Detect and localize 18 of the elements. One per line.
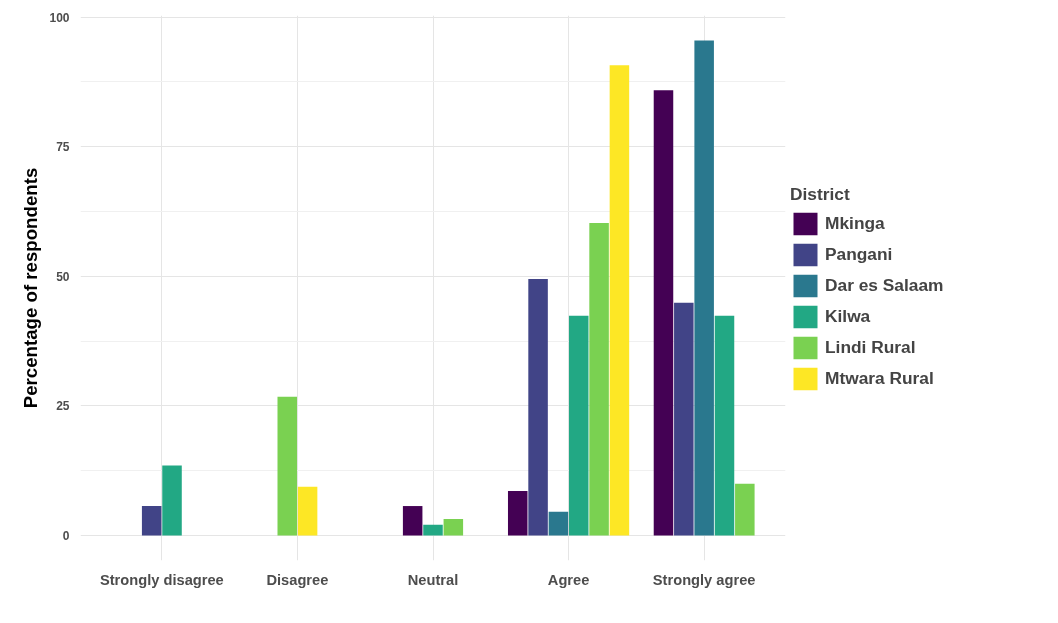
legend-label: Lindi Rural: [825, 335, 916, 359]
x-tick-label: Agree: [547, 571, 590, 588]
y-tick-label: 0: [62, 529, 70, 544]
legend-label: Mtwara Rural: [825, 366, 934, 390]
y-tick-label: 100: [49, 10, 70, 25]
x-tick-label: Strongly disagree: [99, 571, 224, 588]
y-axis-title: Percentage of respondents: [20, 167, 42, 409]
x-tick-label: Strongly agree: [652, 571, 756, 588]
y-tick-label: 50: [56, 269, 70, 284]
legend-label: Dar es Salaam: [825, 273, 944, 297]
legend-label: Kilwa: [825, 304, 871, 328]
legend-title: District: [790, 183, 851, 204]
legend-label: Mkinga: [825, 211, 885, 235]
legend-label: Pangani: [825, 242, 893, 266]
y-tick-label: 75: [56, 140, 70, 155]
x-tick-label: Neutral: [407, 571, 459, 588]
y-tick-label: 25: [56, 399, 70, 414]
x-tick-label: Disagree: [266, 571, 329, 588]
